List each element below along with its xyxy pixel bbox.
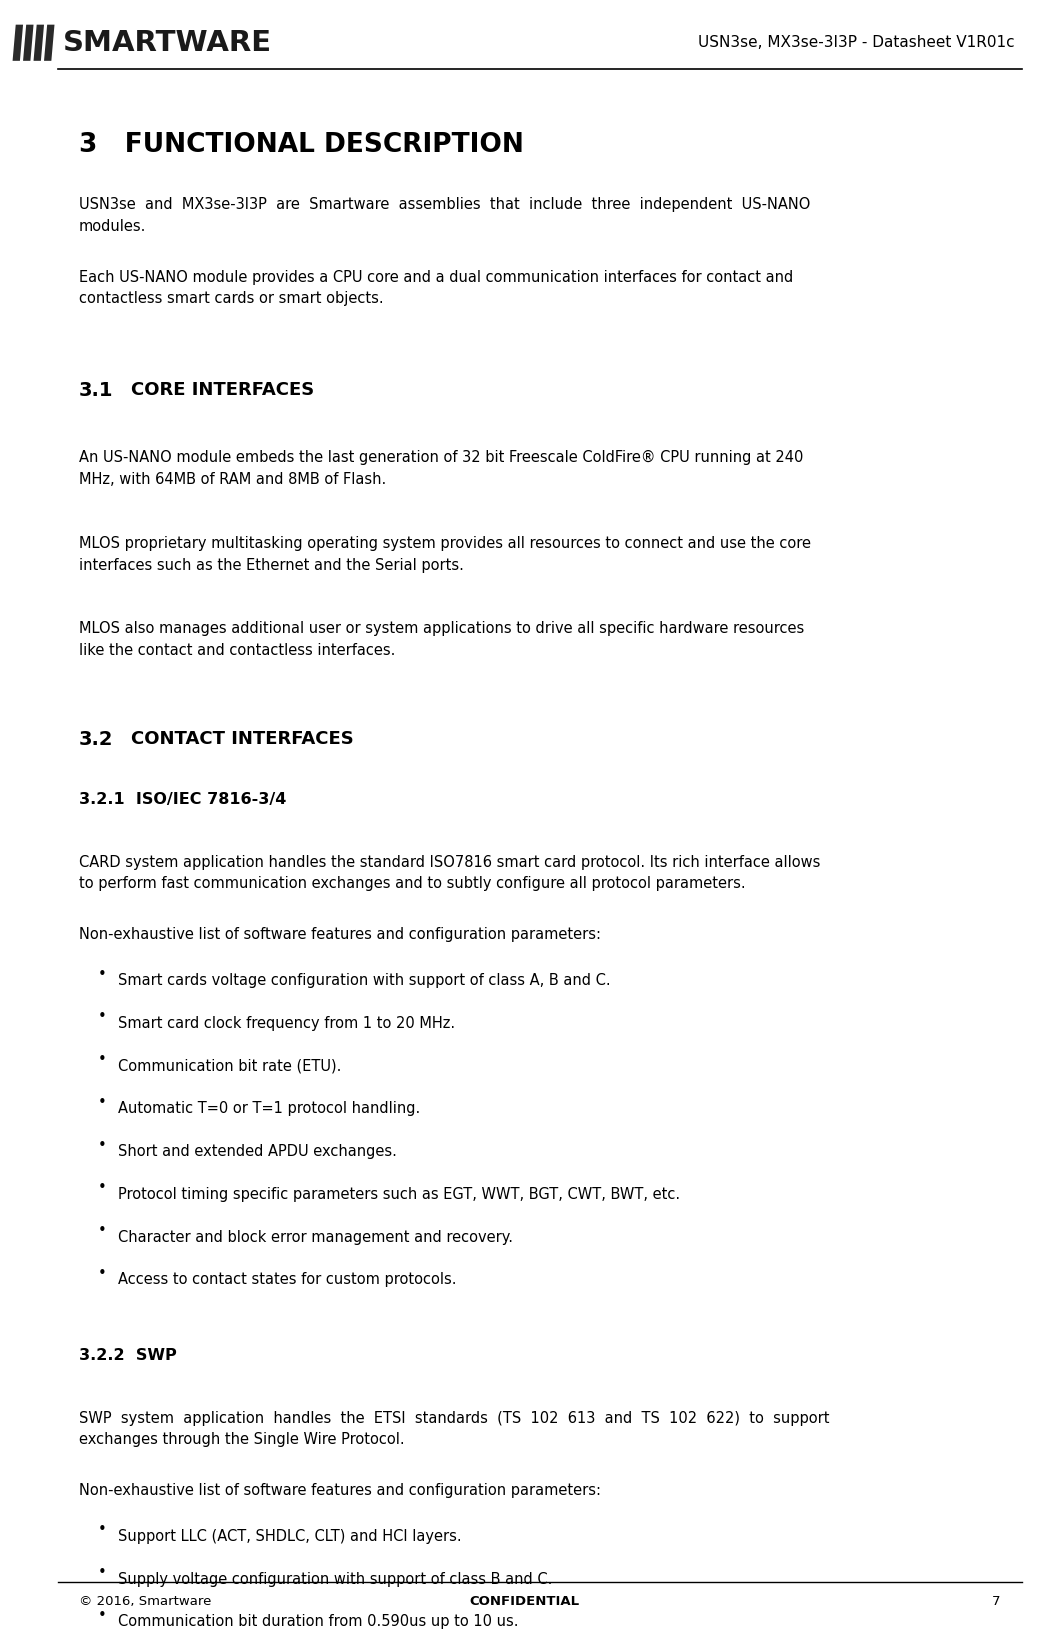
Text: CORE INTERFACES: CORE INTERFACES xyxy=(131,381,314,399)
Text: Non-exhaustive list of software features and configuration parameters:: Non-exhaustive list of software features… xyxy=(79,1483,601,1498)
Text: CARD system application handles the standard ISO7816 smart card protocol. Its ri: CARD system application handles the stan… xyxy=(79,855,820,891)
Text: Communication bit rate (ETU).: Communication bit rate (ETU). xyxy=(118,1059,342,1074)
Text: •: • xyxy=(97,1138,106,1152)
Text: USN3se, MX3se-3I3P - Datasheet V1R01c: USN3se, MX3se-3I3P - Datasheet V1R01c xyxy=(698,35,1014,51)
Polygon shape xyxy=(23,25,34,61)
Text: Access to contact states for custom protocols.: Access to contact states for custom prot… xyxy=(118,1272,457,1287)
Polygon shape xyxy=(44,25,54,61)
Text: 3.2.2  SWP: 3.2.2 SWP xyxy=(79,1348,176,1363)
Text: Short and extended APDU exchanges.: Short and extended APDU exchanges. xyxy=(118,1144,397,1159)
Text: Communication bit duration from 0.590us up to 10 us.: Communication bit duration from 0.590us … xyxy=(118,1614,519,1629)
Text: Character and block error management and recovery.: Character and block error management and… xyxy=(118,1230,514,1245)
Text: 7: 7 xyxy=(992,1595,1001,1608)
Text: SWP  system  application  handles  the  ETSI  standards  (TS  102  613  and  TS : SWP system application handles the ETSI … xyxy=(79,1411,829,1447)
Text: 3.2: 3.2 xyxy=(79,730,113,750)
Text: •: • xyxy=(97,1565,106,1580)
Text: USN3se  and  MX3se-3I3P  are  Smartware  assemblies  that  include  three  indep: USN3se and MX3se-3I3P are Smartware asse… xyxy=(79,197,810,233)
Text: Support LLC (ACT, SHDLC, CLT) and HCI layers.: Support LLC (ACT, SHDLC, CLT) and HCI la… xyxy=(118,1529,462,1544)
Text: Automatic T=0 or T=1 protocol handling.: Automatic T=0 or T=1 protocol handling. xyxy=(118,1101,420,1116)
Text: •: • xyxy=(97,1052,106,1067)
Text: 3.1: 3.1 xyxy=(79,381,113,401)
Text: 3   FUNCTIONAL DESCRIPTION: 3 FUNCTIONAL DESCRIPTION xyxy=(79,132,523,158)
Text: © 2016, Smartware: © 2016, Smartware xyxy=(79,1595,211,1608)
Polygon shape xyxy=(13,25,23,61)
Text: •: • xyxy=(97,1095,106,1110)
Text: •: • xyxy=(97,1266,106,1281)
Text: 3.2.1  ISO/IEC 7816-3/4: 3.2.1 ISO/IEC 7816-3/4 xyxy=(79,792,286,807)
Polygon shape xyxy=(34,25,44,61)
Text: Smart card clock frequency from 1 to 20 MHz.: Smart card clock frequency from 1 to 20 … xyxy=(118,1016,456,1031)
Text: •: • xyxy=(97,967,106,981)
Text: SMARTWARE: SMARTWARE xyxy=(63,28,272,58)
Text: •: • xyxy=(97,1180,106,1195)
Text: MLOS also manages additional user or system applications to drive all specific h: MLOS also manages additional user or sys… xyxy=(79,621,804,658)
Text: Protocol timing specific parameters such as EGT, WWT, BGT, CWT, BWT, etc.: Protocol timing specific parameters such… xyxy=(118,1187,680,1202)
Text: •: • xyxy=(97,1522,106,1537)
Text: •: • xyxy=(97,1223,106,1238)
Text: CONFIDENTIAL: CONFIDENTIAL xyxy=(468,1595,580,1608)
Text: Supply voltage configuration with support of class B and C.: Supply voltage configuration with suppor… xyxy=(118,1572,552,1586)
Text: MLOS proprietary multitasking operating system provides all resources to connect: MLOS proprietary multitasking operating … xyxy=(79,536,810,572)
Text: •: • xyxy=(97,1608,106,1623)
Text: Non-exhaustive list of software features and configuration parameters:: Non-exhaustive list of software features… xyxy=(79,927,601,942)
Text: CONTACT INTERFACES: CONTACT INTERFACES xyxy=(131,730,354,748)
Text: Each US-NANO module provides a CPU core and a dual communication interfaces for : Each US-NANO module provides a CPU core … xyxy=(79,270,793,306)
Text: •: • xyxy=(97,1009,106,1024)
Text: An US-NANO module embeds the last generation of 32 bit Freescale ColdFire® CPU r: An US-NANO module embeds the last genera… xyxy=(79,450,803,487)
Text: Smart cards voltage configuration with support of class A, B and C.: Smart cards voltage configuration with s… xyxy=(118,973,611,988)
